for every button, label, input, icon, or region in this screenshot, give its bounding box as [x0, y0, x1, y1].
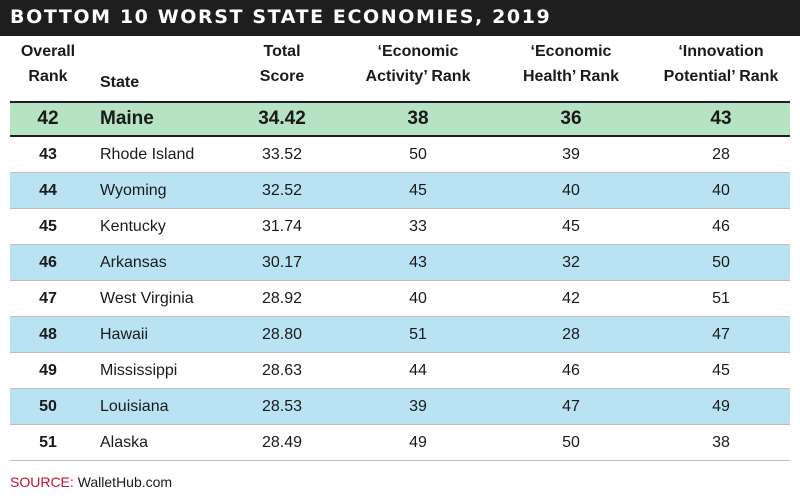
source-note: SOURCE: WalletHub.com [10, 474, 172, 490]
cell-rank: 46 [39, 253, 57, 271]
cell-innovation-potential: 51 [712, 289, 730, 307]
table-row: 45 Kentucky 31.74 33 45 46 [10, 209, 790, 245]
cell-state: Hawaii [100, 325, 149, 343]
cell-rank: 50 [39, 397, 57, 415]
header-overall-rank: Overall Rank [20, 43, 76, 98]
cell-state: Louisiana [100, 397, 169, 415]
cell-innovation-potential: 45 [712, 361, 730, 379]
cell-score: 30.17 [261, 253, 303, 271]
cell-score: 31.74 [261, 217, 303, 235]
cell-innovation-potential: 43 [710, 108, 732, 129]
cell-rank: 51 [39, 433, 57, 451]
cell-economic-health: 36 [560, 108, 582, 129]
cell-score: 28.53 [261, 397, 303, 415]
header-ip-line-1: ‘Innovation [678, 43, 764, 60]
cell-economic-health: 45 [562, 217, 580, 235]
header-economic-health-rank: ‘Economic Health’ Rank [504, 43, 638, 98]
title-bar: BOTTOM 10 WORST STATE ECONOMIES, 2019 [0, 0, 800, 36]
page-title: BOTTOM 10 WORST STATE ECONOMIES, 2019 [10, 6, 552, 28]
cell-economic-health: 42 [562, 289, 580, 307]
cell-innovation-potential: 38 [712, 433, 730, 451]
cell-rank: 42 [37, 108, 59, 129]
header-economic-activity-rank: ‘Economic Activity’ Rank [352, 43, 484, 98]
cell-rank: 45 [39, 217, 57, 235]
cell-innovation-potential: 28 [712, 145, 730, 163]
cell-economic-health: 47 [562, 397, 580, 415]
cell-innovation-potential: 46 [712, 217, 730, 235]
header-innovation-potential-rank: ‘Innovation Potential’ Rank [654, 43, 788, 98]
table-row: 49 Mississippi 28.63 44 46 45 [10, 353, 790, 389]
cell-economic-health: 32 [562, 253, 580, 271]
cell-state: West Virginia [100, 289, 194, 307]
header-ea-line-1: ‘Economic [377, 43, 459, 60]
table-row: 46 Arkansas 30.17 43 32 50 [10, 245, 790, 281]
table-header: Overall Rank State Total Score ‘Economic Ac… [0, 43, 800, 98]
cell-state: Rhode Island [100, 145, 195, 163]
header-eh-line-2: Health’ Rank [522, 68, 620, 85]
header-rank-line-1: Overall [20, 43, 76, 60]
header-divider [10, 101, 790, 103]
table-row: 48 Hawaii 28.80 51 28 47 [10, 317, 790, 353]
cell-score: 28.92 [261, 289, 303, 307]
cell-economic-activity: 51 [409, 325, 427, 343]
cell-economic-activity: 45 [409, 181, 427, 199]
cell-economic-activity: 50 [409, 145, 427, 163]
header-total-score: Total Score [232, 43, 332, 98]
table-body: 42 Maine 34.42 38 36 43 43 Rhode Island … [10, 103, 790, 461]
cell-economic-activity: 40 [409, 289, 427, 307]
cell-score: 28.49 [261, 433, 303, 451]
cell-state: Arkansas [100, 253, 167, 271]
cell-rank: 44 [39, 181, 57, 199]
header-rank-line-2: Rank [28, 68, 68, 85]
cell-economic-health: 50 [562, 433, 580, 451]
cell-state: Kentucky [100, 217, 166, 235]
cell-economic-activity: 49 [409, 433, 427, 451]
table-row: 50 Louisiana 28.53 39 47 49 [10, 389, 790, 425]
table-row: 43 Rhode Island 33.52 50 39 28 [10, 137, 790, 173]
header-ea-line-2: Activity’ Rank [365, 68, 471, 85]
cell-economic-activity: 44 [409, 361, 427, 379]
cell-state: Alaska [100, 433, 149, 451]
table-row: 51 Alaska 28.49 49 50 38 [10, 425, 790, 461]
cell-economic-health: 28 [562, 325, 580, 343]
cell-state: Maine [100, 108, 154, 129]
cell-economic-activity: 39 [409, 397, 427, 415]
header-score-line-2: Score [259, 68, 305, 85]
cell-innovation-potential: 49 [712, 397, 730, 415]
cell-score: 32.52 [261, 181, 303, 199]
cell-rank: 49 [39, 361, 57, 379]
cell-innovation-potential: 40 [712, 181, 730, 199]
cell-innovation-potential: 47 [712, 325, 730, 343]
header-eh-line-1: ‘Economic [530, 43, 612, 60]
cell-economic-activity: 38 [407, 108, 429, 129]
cell-rank: 48 [39, 325, 57, 343]
cell-economic-health: 46 [562, 361, 580, 379]
table-row: 47 West Virginia 28.92 40 42 51 [10, 281, 790, 317]
header-state: State [100, 44, 250, 98]
cell-score: 28.80 [261, 325, 303, 343]
header-ip-line-2: Potential’ Rank [663, 68, 779, 85]
cell-innovation-potential: 50 [712, 253, 730, 271]
table-row: 44 Wyoming 32.52 45 40 40 [10, 173, 790, 209]
header-score-line-1: Total [263, 43, 301, 60]
cell-economic-health: 39 [562, 145, 580, 163]
cell-economic-health: 40 [562, 181, 580, 199]
header-state-label: State [100, 74, 140, 91]
cell-rank: 47 [39, 289, 57, 307]
table-row: 42 Maine 34.42 38 36 43 [10, 103, 790, 137]
source-label: SOURCE: [10, 474, 74, 490]
source-value[interactable]: WalletHub.com [77, 474, 173, 490]
cell-economic-activity: 43 [409, 253, 427, 271]
cell-score: 28.63 [261, 361, 303, 379]
cell-state: Wyoming [100, 181, 167, 199]
cell-score: 34.42 [258, 108, 306, 129]
cell-score: 33.52 [261, 145, 303, 163]
cell-rank: 43 [39, 145, 57, 163]
cell-state: Mississippi [100, 361, 178, 379]
cell-economic-activity: 33 [409, 217, 427, 235]
